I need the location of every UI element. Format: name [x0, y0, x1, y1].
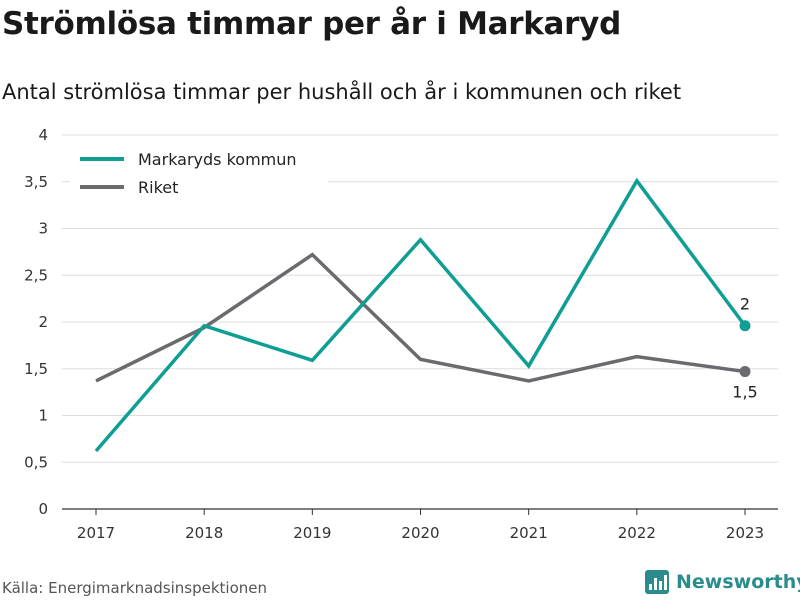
x-tick-label: 2018	[185, 524, 223, 542]
y-tick-label: 2	[38, 313, 48, 331]
series-end-point	[739, 320, 751, 332]
series-line	[94, 177, 747, 453]
legend-background	[70, 140, 328, 206]
y-axis-ticks: 0 0,5 1 1,5 2 2,5 3 3,5 4	[24, 126, 48, 518]
chart-title: Strömlösa timmar per år i Markaryd	[2, 6, 621, 42]
y-tick-label: 4	[38, 126, 48, 144]
legend: Markaryds kommun Riket	[70, 140, 328, 206]
brand-name: Newsworthy	[676, 571, 800, 593]
legend-entry: Markaryds kommun	[138, 150, 297, 169]
x-tick-label: 2022	[618, 524, 656, 542]
y-tick-label: 1	[38, 407, 48, 425]
legend-entry: Riket	[138, 178, 178, 197]
x-axis-ticks: 2017 2018 2019 2020 2021 2022 2023	[77, 509, 764, 542]
chart-subtitle: Antal strömlösa timmar per hushåll och å…	[2, 80, 682, 104]
x-tick-label: 2019	[293, 524, 331, 542]
series-line	[95, 252, 746, 383]
series-lines: 1,52	[94, 177, 758, 453]
x-tick-label: 2017	[77, 524, 115, 542]
series-end-point	[739, 366, 751, 378]
bar-chart-icon	[645, 570, 669, 594]
y-tick-label: 3	[38, 220, 48, 238]
brand-logo: Newsworthy	[645, 570, 800, 594]
y-tick-label: 3,5	[24, 173, 48, 191]
x-tick-label: 2020	[401, 524, 439, 542]
source-note: Källa: Energimarknadsinspektionen	[2, 579, 268, 597]
x-tick-label: 2021	[510, 524, 548, 542]
y-tick-label: 1,5	[24, 360, 48, 378]
data-label: 1,5	[732, 383, 757, 402]
y-tick-label: 0,5	[24, 453, 48, 471]
x-tick-label: 2023	[726, 524, 764, 542]
data-label: 2	[740, 295, 750, 314]
y-tick-label: 0	[38, 500, 48, 518]
y-tick-label: 2,5	[24, 266, 48, 284]
